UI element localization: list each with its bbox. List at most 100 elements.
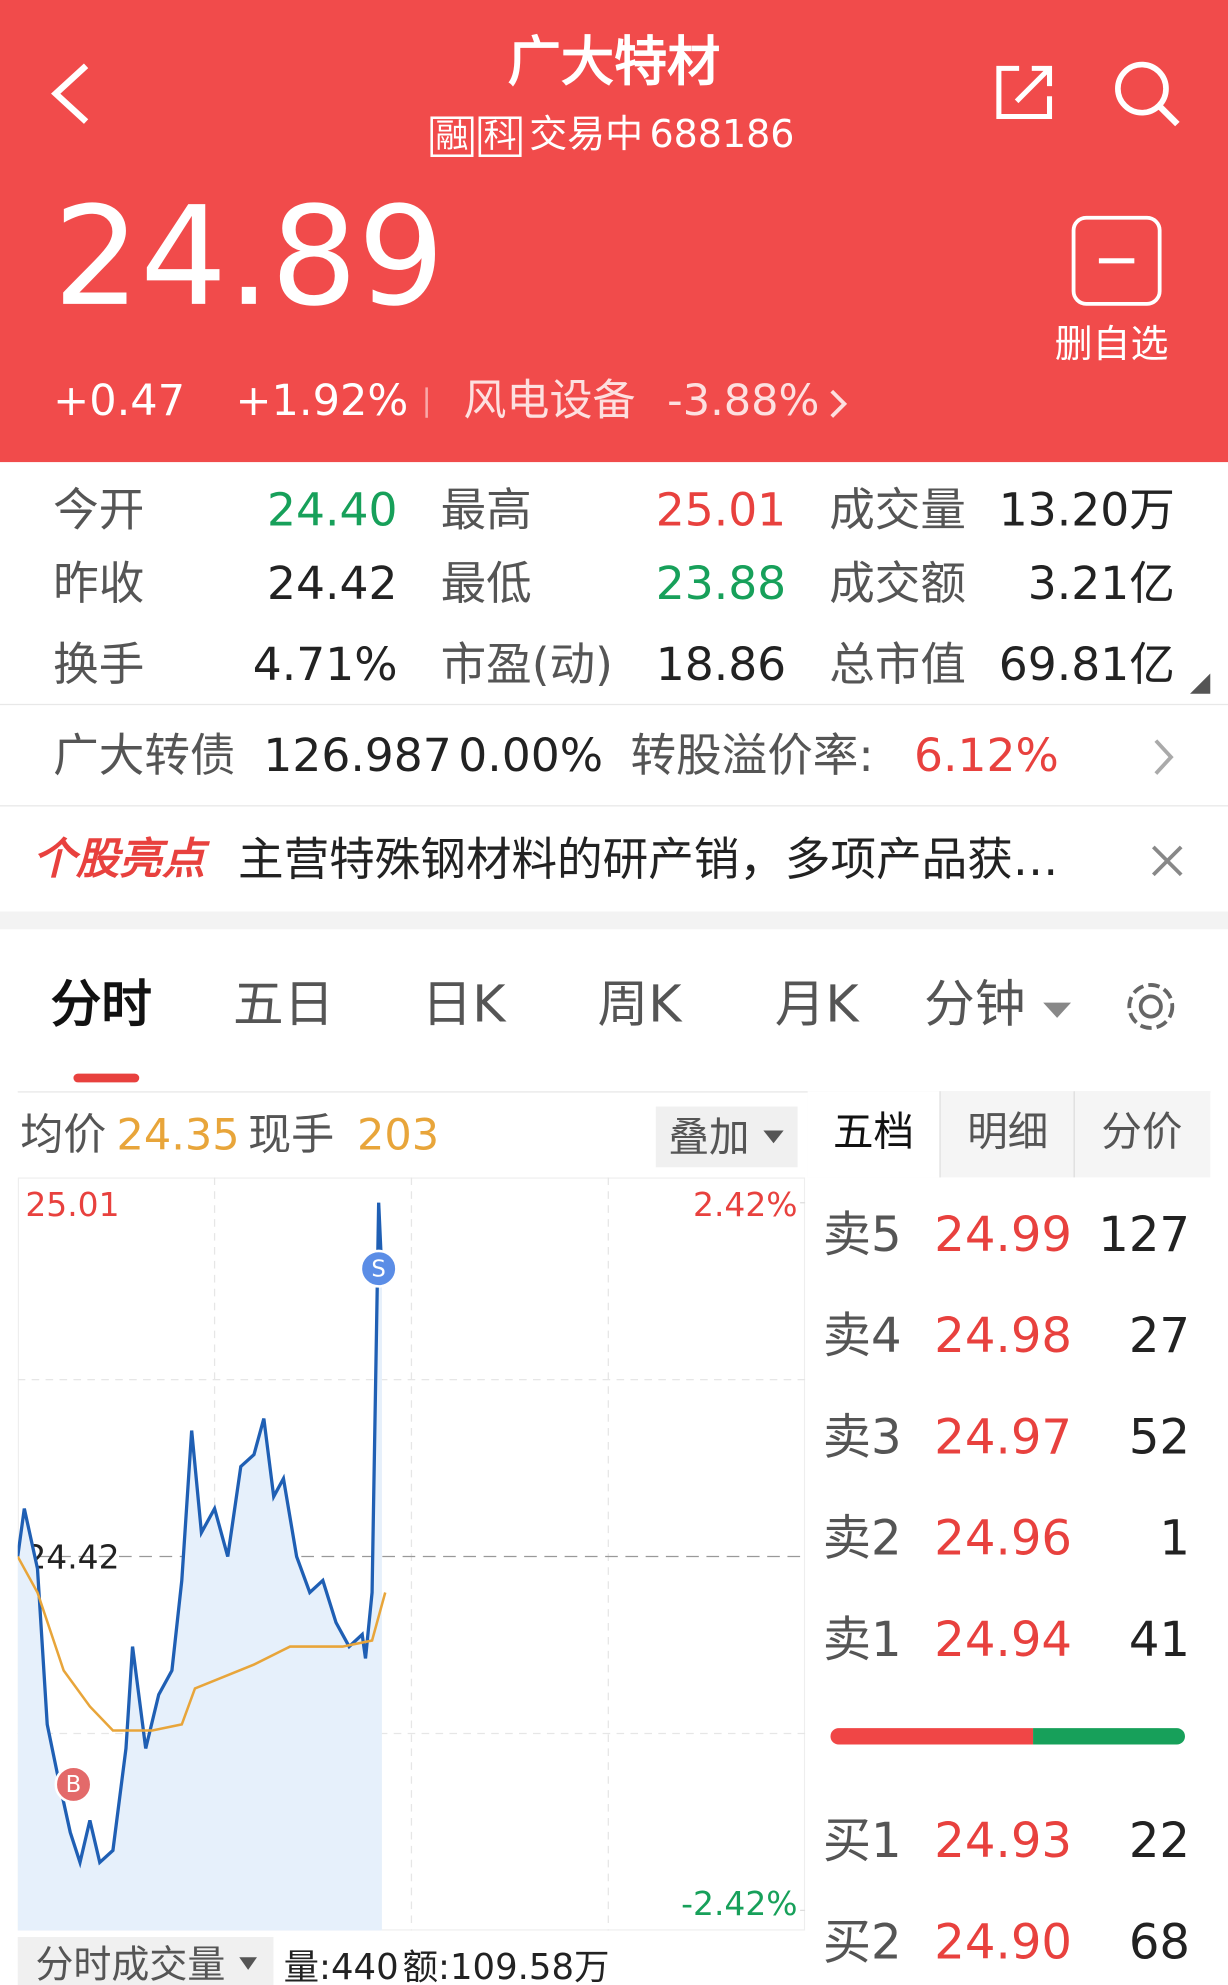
stat-value: 25.01 <box>655 484 787 537</box>
ratio-bar-buy <box>1033 1728 1185 1745</box>
search-button[interactable] <box>1112 58 1183 129</box>
highlight-tag: 个股亮点 <box>32 834 206 885</box>
book-qty: 68 <box>1128 1914 1191 1970</box>
y2-tick-label: 2.42% <box>693 1185 798 1224</box>
sector-pct: -3.88% <box>667 376 820 427</box>
book-price: 24.97 <box>934 1409 1073 1465</box>
stat-value: 13.20万 <box>998 484 1175 537</box>
separator <box>17 1091 1211 1093</box>
book-price: 24.90 <box>934 1914 1073 1970</box>
trade-marker <box>54 1765 93 1804</box>
book-qty: 27 <box>1128 1307 1191 1364</box>
remove-watch-icon[interactable] <box>1071 215 1162 306</box>
bond-name[interactable]: 广大转债 <box>53 730 236 783</box>
chart-tab[interactable]: 五日 <box>232 976 335 1035</box>
stock-name: 广大特材 <box>507 30 721 93</box>
divider <box>1073 1091 1075 1178</box>
book-price: 24.99 <box>934 1206 1073 1263</box>
stat-value: 69.81亿 <box>998 639 1175 692</box>
stat-value: 3.21亿 <box>1027 558 1175 611</box>
stat-label: 成交额 <box>829 558 966 611</box>
book-qty: 1 <box>1159 1510 1191 1567</box>
divider <box>939 1091 941 1178</box>
stat-label: 换手 <box>53 639 145 692</box>
avg-value: 24.35 <box>116 1110 240 1161</box>
header: 广大特材 融 科 交易中 688186 24.89 +0.47 +1.92% 风… <box>0 0 1228 463</box>
dropdown-arrow <box>763 1130 784 1144</box>
book-tab[interactable]: 分价 <box>1101 1107 1183 1156</box>
y2-tick-label: -2.42% <box>681 1884 797 1923</box>
book-level: 卖3 <box>822 1409 902 1465</box>
book-level: 卖2 <box>822 1510 902 1567</box>
gap <box>0 911 1228 930</box>
premium-value: 6.12% <box>914 730 1059 783</box>
remove-watch-label[interactable]: 删自选 <box>1054 322 1169 368</box>
divider <box>425 387 428 418</box>
settings-button[interactable] <box>1122 977 1180 1035</box>
book-level: 买2 <box>822 1914 902 1970</box>
volume-selector[interactable] <box>17 1936 274 1985</box>
sector[interactable]: 风电设备 <box>463 376 636 427</box>
last-price: 24.89 <box>53 178 445 337</box>
trade-marker-label: B <box>66 1772 82 1798</box>
volume-value: 量:440 <box>283 1945 399 1985</box>
chart-tab[interactable]: 分时 <box>50 976 152 1035</box>
price-area <box>17 1202 382 1931</box>
book-qty: 52 <box>1128 1409 1191 1465</box>
bond-pct: 0.00% <box>458 730 604 783</box>
book-level: 卖1 <box>822 1611 902 1668</box>
book-level: 卖5 <box>822 1206 902 1263</box>
book-tab[interactable]: 五档 <box>833 1107 915 1156</box>
avg-line <box>17 1555 387 1732</box>
stat-value: 24.40 <box>267 484 398 537</box>
badge: 科 <box>478 116 522 157</box>
stat-label: 昨收 <box>53 558 145 611</box>
trade-marker-label: S <box>371 1256 385 1282</box>
avg-label: 均价 <box>20 1110 107 1161</box>
stat-value: 24.42 <box>267 558 398 611</box>
stat-label: 今开 <box>53 484 145 537</box>
volume-selector-label[interactable]: 分时成交量 <box>35 1943 226 1985</box>
change-pct: +1.92% <box>235 376 409 427</box>
amount-value: 额:109.58万 <box>402 1945 610 1985</box>
share-button[interactable] <box>994 61 1057 124</box>
stat-value: 4.71% <box>252 639 398 692</box>
book-price: 24.93 <box>934 1812 1073 1869</box>
stat-label: 最高 <box>440 484 532 537</box>
book-tab[interactable]: 明细 <box>967 1107 1049 1156</box>
expand-corner[interactable] <box>1188 671 1213 696</box>
trade-status: 交易中 <box>529 112 644 157</box>
book-level: 买1 <box>822 1812 902 1869</box>
separator <box>0 703 1228 706</box>
stat-label: 最低 <box>440 558 532 611</box>
chevron <box>1154 739 1174 775</box>
ratio-bar-sell <box>830 1728 1034 1745</box>
book-qty: 41 <box>1128 1611 1191 1668</box>
chart-tab[interactable]: 日K <box>421 976 506 1035</box>
stat-label: 成交量 <box>829 484 966 537</box>
active-tab-indicator <box>73 1073 140 1083</box>
hand-value: 203 <box>357 1110 440 1161</box>
book-price: 24.94 <box>934 1611 1073 1668</box>
chart-tab[interactable]: 周K <box>597 976 682 1035</box>
bond-price: 126.987 <box>263 730 452 783</box>
stat-value: 18.86 <box>655 639 787 692</box>
y-tick-label: 25.01 <box>25 1185 119 1224</box>
chart-tab[interactable]: 分钟 <box>924 976 1026 1035</box>
highlight-text[interactable]: 主营特殊钢材料的研产销，多项产品获… <box>238 834 1059 887</box>
book-qty: 22 <box>1128 1812 1191 1869</box>
separator <box>0 805 1228 807</box>
book-price: 24.98 <box>934 1307 1073 1364</box>
book-price: 24.96 <box>934 1510 1073 1567</box>
book-level: 卖4 <box>822 1307 902 1364</box>
premium-label: 转股溢价率: <box>630 730 874 783</box>
y-tick-label: 24.42 <box>25 1538 119 1577</box>
back-button[interactable] <box>46 61 97 127</box>
dropdown-arrow <box>239 1957 257 1970</box>
stock-code: 688186 <box>649 112 795 157</box>
chart-tab[interactable]: 月K <box>774 976 859 1035</box>
close-button[interactable] <box>1150 843 1185 878</box>
overlay-label[interactable]: 叠加 <box>668 1112 750 1161</box>
